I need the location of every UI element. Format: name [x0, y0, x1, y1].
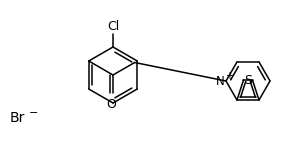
- Text: N: N: [216, 75, 225, 88]
- Text: O: O: [106, 98, 117, 111]
- Text: Br: Br: [10, 111, 25, 125]
- Text: S: S: [244, 74, 252, 87]
- Text: Cl: Cl: [107, 20, 119, 33]
- Text: +: +: [225, 71, 233, 81]
- Text: −: −: [29, 108, 38, 118]
